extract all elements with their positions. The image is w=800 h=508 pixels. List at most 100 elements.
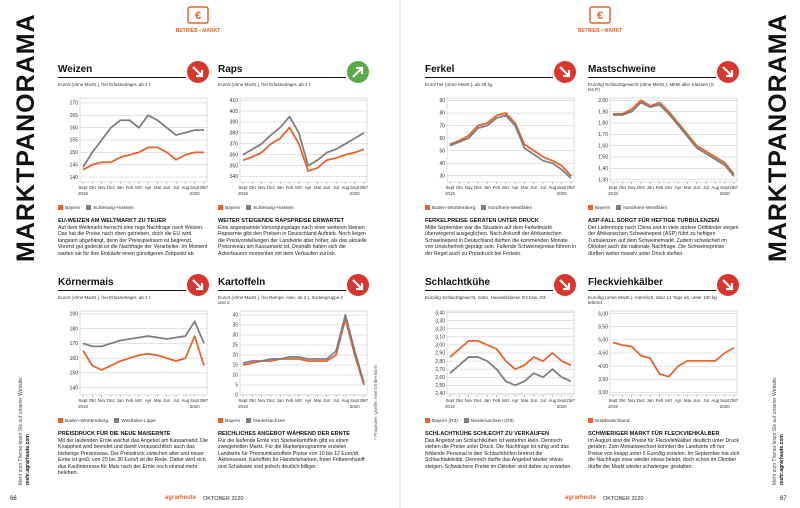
- year-label: 2020: [720, 404, 730, 409]
- x-tick-label: Dez: [474, 185, 482, 190]
- x-tick-label: Jul: [173, 398, 179, 403]
- chart-title: Fleckviehkälber: [588, 277, 716, 291]
- y-tick-label: 6,00: [598, 311, 608, 317]
- legend-item: Niedersachsen: [246, 418, 285, 424]
- year-label: 2019: [608, 191, 618, 196]
- chart-panel: Mastschweine Euro/kg Schlachtgewicht (ohn…: [588, 61, 740, 274]
- y-tick-label: 30: [232, 333, 238, 339]
- x-tick-label: Jun: [530, 185, 538, 190]
- x-tick-label: Okt: [249, 185, 257, 190]
- headline: SCHLACHTKÜHE SCHLECHT ZU VERKAUFEN: [425, 431, 549, 437]
- legend-item: Bayern: [588, 205, 610, 211]
- plot-area: [239, 97, 368, 183]
- legend-swatch: [218, 418, 223, 423]
- legend-swatch: [58, 418, 63, 423]
- x-tick-label: Sept: [445, 185, 455, 190]
- x-tick-label: Aug: [341, 398, 349, 403]
- x-tick-label: Jul: [333, 185, 339, 190]
- x-tick-label: Dez: [267, 185, 275, 190]
- headline: PREISDRUCK FÜR DIE NEUE MAISERNTE: [58, 431, 171, 437]
- issue: OKTOBER 2020: [203, 496, 244, 502]
- y-tick-label: 3,50: [598, 377, 608, 383]
- legend-label: Nordrhein-Westfalen: [488, 206, 533, 211]
- headline: EU-WEIZEN AM WELTMARKT ZU TEUER: [58, 218, 167, 224]
- x-tick-label: Mrz: [135, 185, 142, 190]
- trend-arrow: [352, 66, 364, 78]
- x-tick-label: Okt*: [200, 398, 209, 403]
- x-tick-label: Dez: [267, 398, 275, 403]
- year-label: 2020: [557, 404, 567, 409]
- x-tick-label: Nov: [628, 185, 637, 190]
- y-tick-label: 150: [70, 371, 79, 377]
- legend-swatch: [246, 205, 252, 210]
- body-text: Mit der laufenden Ernte wächst das Angeb…: [58, 438, 208, 477]
- x-tick-label: Okt: [89, 398, 97, 403]
- chart-subtitle: Euro/t (ohne MwSt.), frei Erfasserlager,…: [58, 82, 151, 87]
- trend-arrow: [722, 279, 734, 291]
- x-tick-label: Mai: [154, 185, 161, 190]
- svg-text:€: €: [597, 10, 603, 22]
- chart-panel: Ferkel Euro/Tier (ohne MwSt.), ab 28 kg 30…: [425, 61, 577, 274]
- x-tick-label: Jan: [117, 185, 125, 190]
- x-tick-label: Jan: [647, 185, 655, 190]
- series-line: [613, 101, 735, 177]
- x-tick-label: Feb: [126, 185, 134, 190]
- page-number: 67: [780, 496, 787, 502]
- y-tick-label: 30: [439, 173, 445, 179]
- page-number: 66: [10, 496, 17, 502]
- x-tick-label: Sept: [720, 398, 730, 403]
- y-tick-label: 80: [439, 111, 445, 117]
- y-tick-label: 3,00: [598, 390, 608, 396]
- y-tick-label: 140: [70, 385, 79, 391]
- y-tick-label: 2,60: [435, 375, 445, 381]
- x-tick-label: Mai: [684, 185, 691, 190]
- x-tick-label: Dez: [107, 398, 115, 403]
- legend: Bayern (R3) Niedersachsen (O3): [425, 418, 514, 424]
- legend-label: Niedersachsen (O3): [470, 419, 514, 424]
- x-tick-label: Jun: [163, 185, 171, 190]
- trend-icon: [554, 274, 576, 296]
- series-line: [242, 126, 365, 172]
- x-tick-label: Nov: [258, 398, 267, 403]
- legend-swatch: [218, 205, 223, 210]
- x-tick-label: Sept: [720, 185, 730, 190]
- y-tick-label: 70: [439, 123, 445, 129]
- x-tick-label: Jun: [323, 185, 331, 190]
- x-tick-label: Jun: [693, 185, 701, 190]
- y-tick-label: 360: [230, 152, 239, 158]
- section-label: BETRIEB • MARKT: [175, 28, 221, 34]
- x-tick-label: Mrz: [295, 398, 302, 403]
- x-tick-label: Jun: [530, 398, 538, 403]
- year-label: 2019: [445, 191, 455, 196]
- legend-label: Nordrhein-Westfalen: [623, 206, 668, 211]
- x-tick-label: Okt*: [360, 398, 369, 403]
- y-tick-label: 1,40: [598, 166, 608, 172]
- y-tick-label: 410: [230, 98, 239, 104]
- legend-label: Baden-Württemberg: [432, 206, 476, 211]
- x-tick-label: Sept: [350, 398, 360, 403]
- y-tick-label: 5,50: [598, 324, 608, 330]
- x-tick-label: Apr: [305, 185, 312, 190]
- x-tick-label: Mrz: [665, 398, 672, 403]
- series-line: [82, 146, 204, 171]
- series-line: [82, 320, 205, 348]
- x-tick-label: Mai: [314, 398, 321, 403]
- y-tick-label: 180: [70, 326, 79, 332]
- y-tick-label: 2,70: [435, 367, 445, 373]
- y-tick-label: 40: [232, 313, 238, 319]
- x-tick-label: Nov: [258, 185, 267, 190]
- x-tick-label: Aug: [548, 185, 556, 190]
- x-tick-label: Nov: [98, 398, 107, 403]
- year-label: 2020: [557, 191, 567, 196]
- x-tick-label: Feb: [493, 398, 501, 403]
- y-tick-label: 15: [232, 363, 238, 369]
- x-tick-label: Jun: [163, 398, 171, 403]
- x-tick-label: Jul: [333, 398, 339, 403]
- y-tick-label: 3,20: [435, 326, 445, 332]
- legend-item: Süddeutschland: [588, 418, 629, 424]
- x-tick-label: Jun: [323, 398, 331, 403]
- y-tick-label: 155: [70, 138, 79, 144]
